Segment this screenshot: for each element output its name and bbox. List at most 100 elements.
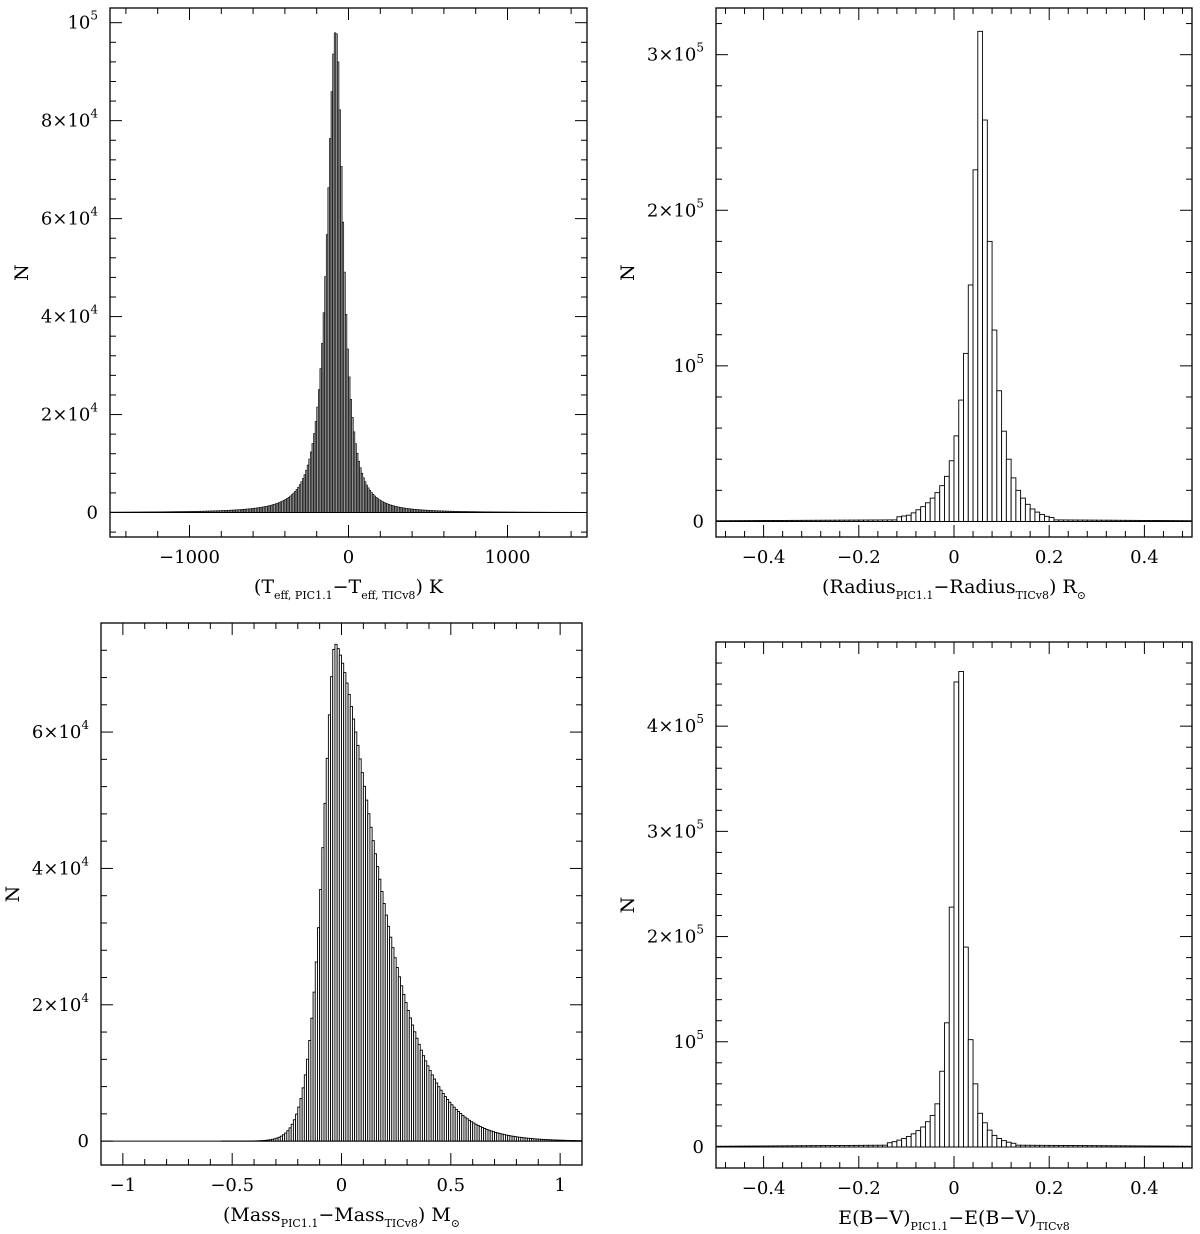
histogram-bars <box>110 32 587 513</box>
y-tick-label: 0 <box>693 511 704 532</box>
histogram-bar <box>891 1141 898 1148</box>
x-tick-label: −1 <box>110 1175 137 1196</box>
histogram-bar <box>1015 489 1022 522</box>
panel-mass-histogram: −1 −0.5 0 0.5 1 0 2×104 4×104 6×104 N (MassPIC1.1−… <box>2 622 583 1230</box>
histogram-bar <box>939 1070 945 1148</box>
histogram-bar <box>972 169 979 522</box>
y-tick-label: 6×104 <box>41 205 98 230</box>
x-tick-label: −0.2 <box>837 547 881 568</box>
histogram-bar <box>1043 515 1050 522</box>
histogram-bar <box>986 240 993 522</box>
histogram-bar <box>953 435 960 522</box>
x-tick-label: 0 <box>336 1175 347 1196</box>
histogram-bar <box>901 515 907 522</box>
histogram-bar <box>948 460 955 522</box>
histogram-bars <box>716 30 1192 522</box>
histogram-bar <box>929 497 936 522</box>
histogram-bar <box>996 390 1003 522</box>
panel-ebv-histogram: −0.4 −0.2 0 0.2 0.4 0 105 2×105 3×105 4×105 N E(B−V… <box>617 641 1193 1233</box>
y-axis-label: N <box>11 264 33 281</box>
histogram-bar <box>1010 1142 1017 1148</box>
histogram-bar <box>986 1129 993 1148</box>
histogram-bar <box>920 1126 926 1148</box>
histogram-bar <box>944 475 950 522</box>
x-tick-label: −1000 <box>159 547 220 568</box>
y-tick-label: 4×105 <box>647 712 704 737</box>
y-tick-label: 2×104 <box>41 401 98 426</box>
y-tick-label: 4×104 <box>41 303 98 328</box>
y-tick-label: 2×104 <box>32 991 89 1016</box>
histogram-bar <box>944 1022 950 1148</box>
x-tick-label: 0 <box>948 1178 959 1199</box>
histogram-bar <box>905 1135 912 1148</box>
x-tick-label: −0.2 <box>837 1178 881 1199</box>
y-tick-label: 2×105 <box>647 923 704 948</box>
histogram-bar <box>977 30 984 522</box>
x-tick-label: 1000 <box>485 547 531 568</box>
x-tick-label: 0.4 <box>1130 547 1159 568</box>
histogram-bar <box>1039 513 1045 522</box>
x-axis-label: (RadiusPIC1.1−RadiusTICv8) R⊙ <box>822 576 1086 602</box>
y-tick-label: 4×104 <box>32 854 89 879</box>
panel-radius-histogram: −0.4 −0.2 0 0.2 0.4 0 105 2×105 3×105 N (RadiusPIC… <box>617 7 1193 602</box>
histogram-bar <box>934 492 941 522</box>
x-tick-label: 0 <box>343 547 354 568</box>
y-tick-label: 0 <box>78 1131 89 1152</box>
histogram-bar <box>991 329 998 522</box>
y-axis-label: N <box>617 264 639 281</box>
histogram-bar <box>1001 430 1007 522</box>
y-tick-label: 8×104 <box>41 107 98 132</box>
histogram-bar <box>1024 503 1031 522</box>
histogram-bar <box>996 1138 1003 1148</box>
x-tick-label: −0.4 <box>742 547 786 568</box>
histogram-bar <box>920 506 926 522</box>
y-tick-label: 105 <box>67 9 98 34</box>
y-tick-label: 105 <box>673 352 704 377</box>
histogram-bar <box>1029 508 1036 522</box>
histogram-bar <box>958 671 964 1148</box>
histogram-bar <box>896 516 903 522</box>
x-axis-label: (MassPIC1.1−MassTICv8) M⊙ <box>223 1204 460 1230</box>
histogram-bar <box>1005 458 1012 522</box>
histogram-bar <box>934 1103 941 1148</box>
x-tick-label: −0.5 <box>210 1175 254 1196</box>
y-axis-label: N <box>2 886 24 903</box>
histogram-bar <box>886 1142 893 1148</box>
histogram-bar <box>915 509 922 522</box>
histogram-bar <box>972 1083 979 1148</box>
x-tick-label: 0.5 <box>436 1175 465 1196</box>
histogram-bar <box>948 906 955 1148</box>
histogram-bar <box>977 1112 984 1148</box>
histogram-bar <box>982 119 988 522</box>
histogram-bar <box>963 946 969 1148</box>
histogram-bar <box>958 399 964 522</box>
x-tick-label: 1 <box>554 1175 565 1196</box>
y-tick-label: 105 <box>673 1028 704 1053</box>
histogram-bar <box>991 1134 998 1148</box>
histogram-bar <box>1001 1140 1007 1148</box>
y-tick-label: 3×105 <box>647 817 704 842</box>
histogram-bars <box>220 643 582 1142</box>
histogram-bar <box>953 681 960 1148</box>
histogram-bar <box>1034 511 1041 522</box>
histogram-bar <box>924 502 931 522</box>
histogram-bar <box>1020 497 1026 522</box>
y-tick-label: 0 <box>693 1137 704 1158</box>
histogram-bar <box>1005 1141 1012 1148</box>
histogram-bar <box>1048 517 1055 522</box>
histogram-bar <box>939 485 945 522</box>
y-tick-label: 0 <box>87 503 98 524</box>
y-tick-label: 3×105 <box>647 41 704 66</box>
histogram-bar <box>963 352 969 522</box>
x-tick-label: 0.2 <box>1035 547 1064 568</box>
histogram-bars <box>716 671 1192 1148</box>
histogram-bar <box>901 1138 907 1148</box>
x-tick-label: −0.4 <box>742 1178 786 1199</box>
x-tick-label: 0.2 <box>1035 1178 1064 1199</box>
histogram-bar <box>929 1114 936 1148</box>
y-tick-label: 2×105 <box>647 196 704 221</box>
histogram-bar <box>915 1130 922 1148</box>
histogram-bar <box>910 1133 917 1148</box>
x-axis-label: (Teff, PIC1.1−Teff, TICv8) K <box>254 576 444 602</box>
